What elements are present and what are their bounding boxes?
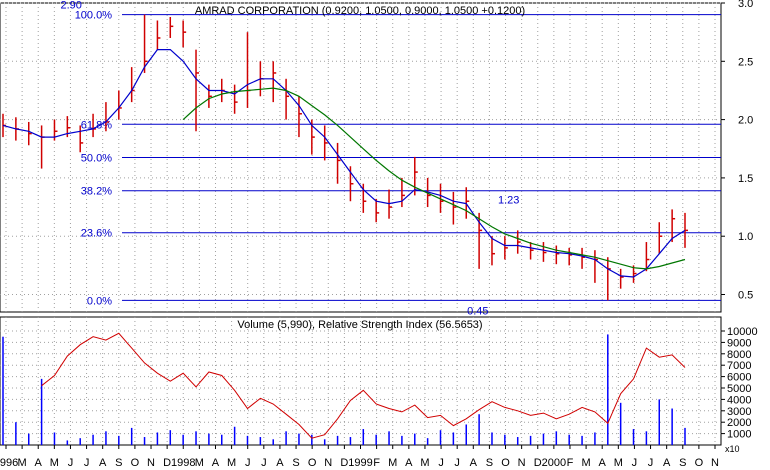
volume-y-axis-tick-label: 1000 [727, 429, 751, 441]
x-axis-tick-label: O [131, 457, 140, 469]
x-axis-tick-label: O [308, 457, 317, 469]
volume-y-axis-tick-label: 8000 [727, 349, 751, 361]
x-axis-tick-label: D [534, 457, 542, 469]
x-axis-tick-label: J [632, 457, 638, 469]
x-axis-tick-label: A [276, 457, 284, 469]
volume-rsi-panel: Volume (5,990), Relative Strength Index … [0, 316, 758, 454]
price-y-axis-tick-label: 2.0 [738, 115, 753, 127]
x-axis-tick-label: M [388, 457, 397, 469]
x-axis-tick-label: S [115, 457, 122, 469]
fibonacci-level-label: 38.2% [81, 186, 112, 198]
volume-grid [0, 317, 721, 445]
x-axis-tick-label: M [614, 457, 623, 469]
x-axis-tick-label: N [711, 457, 719, 469]
x-axis-tick-label: M [582, 457, 591, 469]
volume-y-axis-tick-label: 9000 [727, 337, 751, 349]
x-axis-tick-label: M [50, 457, 59, 469]
price-annotation-label: 2.90 [60, 0, 81, 12]
x-axis-tick-label: S [486, 457, 493, 469]
x-axis-tick-label: A [470, 457, 478, 469]
x-axis-tick-label: A [599, 457, 607, 469]
long-moving-average-line [182, 87, 686, 270]
fibonacci-level-label: 0.0% [87, 295, 112, 307]
x-axis-tick-label: 1999 [348, 457, 372, 469]
x-axis-tick-label: S [292, 457, 299, 469]
price-annotation-label: 0.45 [467, 305, 488, 317]
volume-y-axis: 1000200030004000500060007000800090001000… [721, 326, 758, 441]
x-axis-tick-label: J [438, 457, 444, 469]
price-annotation-label: 1.23 [498, 194, 519, 206]
volume-y-axis-tick-label: 3000 [727, 406, 751, 418]
x-axis-tick-label: M [18, 457, 27, 469]
x-axis-tick-label: D [340, 457, 348, 469]
short-moving-average-line [2, 49, 686, 278]
x-axis-tick-label: J [454, 457, 460, 469]
x-axis-tick-label: M [420, 457, 429, 469]
price-y-axis: 0.5 1.0 1.5 2.0 2.5 3.0 [721, 0, 753, 302]
x-axis-tick-label: A [212, 457, 220, 469]
date-x-axis: 1996MAMJJASOND1998MAMJJASOND1999FMAMJJAS… [0, 445, 719, 469]
x-axis-tick-label: O [501, 457, 510, 469]
moving-average-lines [2, 49, 686, 278]
price-y-axis-tick-label: 3.0 [738, 0, 753, 10]
fibonacci-level-label: 61.8% [81, 119, 112, 131]
volume-rsi-title: Volume (5,990), Relative Strength Index … [237, 319, 482, 331]
x-axis-tick-label: N [147, 457, 155, 469]
price-y-axis-tick-label: 0.5 [738, 290, 753, 302]
x-axis-tick-label: 1998 [171, 457, 195, 469]
x-axis-tick-label: D [163, 457, 171, 469]
x-axis-tick-label: A [35, 457, 43, 469]
rsi-line-group [41, 332, 686, 439]
fibonacci-level-label: 23.6% [81, 228, 112, 240]
price-panel: 100.0%61.8%50.0%38.2%23.6%0.0% 2.900.451… [0, 0, 753, 317]
price-grid [0, 2, 721, 312]
x-axis-tick-label: A [405, 457, 413, 469]
volume-y-axis-tick-label: 5000 [727, 383, 751, 395]
price-annotations: 2.90 0.45 1.23 [60, 0, 519, 317]
volume-y-axis-tick-label: 10000 [727, 326, 758, 338]
x-axis-tick-label: A [663, 457, 671, 469]
x-axis-tick-label: J [648, 457, 654, 469]
volume-y-axis-tick-label: 7000 [727, 360, 751, 372]
x-axis-tick-label: J [84, 457, 90, 469]
rsi-line [41, 332, 686, 439]
x-axis-tick-label: 2000 [542, 457, 566, 469]
volume-unit-label: x10 [725, 444, 740, 454]
fibonacci-levels: 100.0% 61.8% 50.0% 38.2% 23.6% 0.0% [75, 10, 721, 307]
x-axis-tick-label: S [679, 457, 686, 469]
x-axis-tick-label: N [324, 457, 332, 469]
volume-y-axis-tick-label: 6000 [727, 372, 751, 384]
x-axis-tick-label: O [695, 457, 704, 469]
volume-series [2, 334, 686, 445]
fibonacci-level-label: 100.0% [75, 10, 113, 22]
x-axis-tick-label: J [261, 457, 267, 469]
volume-y-axis-tick-label: 4000 [727, 394, 751, 406]
x-axis-tick-label: J [68, 457, 74, 469]
x-axis-tick-label: F [373, 457, 380, 469]
fibonacci-level-label: 50.0% [81, 153, 112, 165]
price-chart-title: AMRAD CORPORATION (0.9200, 1.0500, 0.900… [195, 5, 525, 17]
price-y-axis-tick-label: 1.5 [738, 173, 753, 185]
price-y-axis-tick-label: 2.5 [738, 56, 753, 68]
x-axis-tick-label: M [227, 457, 236, 469]
x-axis-tick-label: M [195, 457, 204, 469]
volume-y-axis-tick-label: 2000 [727, 417, 751, 429]
price-y-axis-tick-label: 1.0 [738, 231, 753, 243]
x-axis-tick-label: N [518, 457, 526, 469]
x-axis-tick-label: 1996 [0, 457, 18, 469]
x-axis-tick-label: J [245, 457, 251, 469]
x-axis-tick-label: A [99, 457, 107, 469]
x-axis-tick-label: F [567, 457, 574, 469]
